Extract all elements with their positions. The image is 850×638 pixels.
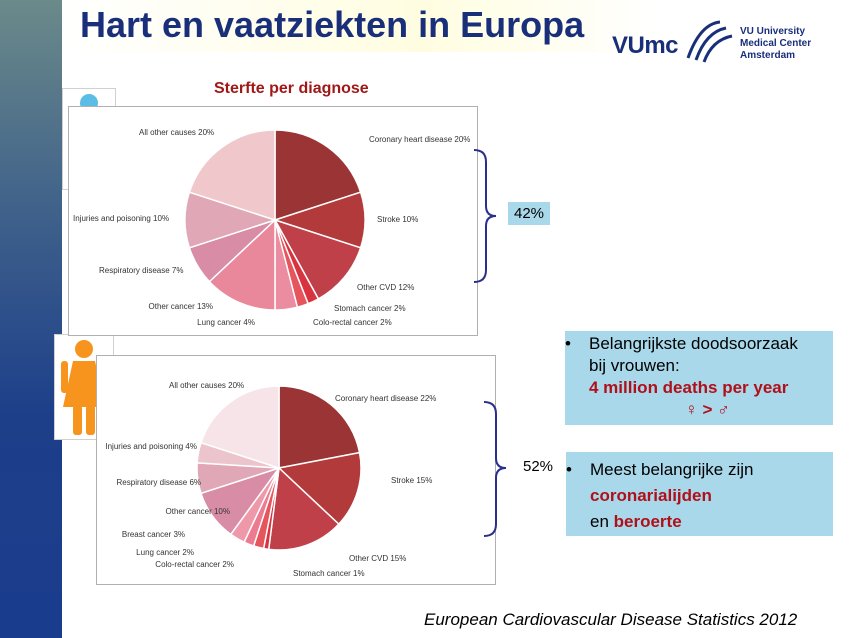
pie-slice [273, 218, 362, 300]
slice-label: All other causes 20% [169, 381, 244, 390]
women-percentage: 52% [523, 458, 554, 475]
bullet-box-main-cause: • Belangrijkste doodsoorzaak bij vrouwen… [565, 331, 833, 425]
slice-label: Other CVD 15% [349, 554, 406, 563]
bracket-women [483, 401, 507, 537]
slice-label: Coronary heart disease 20% [369, 135, 470, 144]
logo-wordmark: VUmc [612, 32, 679, 59]
women-pie-chart: Coronary heart disease 22% Stroke 15% Othe… [105, 381, 436, 578]
slice-label: Other cancer 10% [166, 507, 230, 516]
vumc-logo: VUmc VU University Medical Center Amster… [612, 18, 842, 64]
bullet-text: Belangrijkste doodsoorzaak [589, 334, 798, 353]
logo-line: VU University [740, 26, 806, 37]
slice-label: Other cancer 13% [149, 302, 213, 311]
slice-label: Colo-rectal cancer 2% [313, 318, 392, 327]
bullet-marker: • [566, 460, 572, 479]
page-title: Hart en vaatziekten in Europa [80, 4, 585, 45]
women-chart-panel: Coronary heart disease 22% Stroke 15% Othe… [96, 355, 496, 585]
slice-label: Respiratory disease 7% [99, 266, 183, 275]
bullet-marker: • [565, 334, 571, 353]
slice-label: Other CVD 12% [357, 283, 414, 292]
logo-line: Amsterdam [740, 50, 796, 61]
slice-label: Lung cancer 2% [136, 548, 194, 557]
slice-label: Injuries and poisoning 10% [73, 214, 169, 223]
slice-label: Colo-rectal cancer 2% [155, 560, 234, 569]
slice-label: Stomach cancer 1% [293, 569, 365, 578]
logo-waves-icon [686, 20, 733, 63]
gender-comparison: ♀ > ♂ [685, 400, 730, 419]
slice-label: All other causes 20% [139, 128, 214, 137]
side-band [0, 0, 62, 638]
pie-slice [188, 129, 276, 222]
bullet-highlight: 4 million deaths per year [589, 378, 789, 397]
bullet-text: bij vrouwen: [589, 356, 680, 375]
logo-line: Medical Center [740, 38, 812, 49]
slice-label: Respiratory disease 6% [117, 478, 201, 487]
subtitle: Sterfte per diagnose [214, 80, 369, 97]
slice-label: Injuries and poisoning 4% [105, 442, 197, 451]
slice-label: Breast cancer 3% [122, 530, 185, 539]
slice-label: Lung cancer 4% [197, 318, 255, 327]
source-footer: European Cardiovascular Disease Statisti… [424, 610, 798, 629]
bullet-highlight: coronarialijden [590, 486, 712, 505]
bullet-text-prefix: en [590, 512, 614, 531]
bracket-men [473, 149, 497, 283]
men-chart-panel: Coronary heart disease 20% Stroke 10% Othe… [68, 106, 478, 336]
bullet-text: Meest belangrijke zijn [590, 460, 754, 479]
men-pie-chart: Coronary heart disease 20% Stroke 10% Othe… [73, 128, 470, 327]
pie-slice [267, 466, 340, 551]
slice-label: Coronary heart disease 22% [335, 394, 436, 403]
men-percentage: 42% [508, 202, 551, 225]
title-band [62, 0, 662, 52]
slice-label: Stroke 10% [377, 215, 418, 224]
pie-slice [274, 129, 362, 222]
pie-slice [278, 385, 361, 469]
bullet-box-key-diseases: • Meest belangrijke zijn coronarialijden… [566, 452, 833, 536]
pie-slice [208, 218, 276, 311]
slice-label: Stroke 15% [391, 476, 432, 485]
slice-label: Stomach cancer 2% [334, 304, 406, 313]
pie-slice [200, 385, 280, 470]
pie-slice [277, 451, 362, 526]
bullet-text: en beroerte [590, 512, 682, 532]
logo-text: VU University Medical Center Amsterdam [740, 26, 850, 62]
bullet-highlight: beroerte [613, 512, 682, 531]
